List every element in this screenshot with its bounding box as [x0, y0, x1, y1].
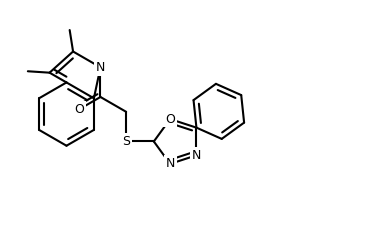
- Text: N: N: [96, 61, 105, 74]
- Text: N: N: [165, 157, 175, 170]
- Text: O: O: [74, 103, 84, 116]
- Text: O: O: [165, 112, 175, 126]
- Text: S: S: [122, 135, 130, 148]
- Text: N: N: [192, 149, 201, 162]
